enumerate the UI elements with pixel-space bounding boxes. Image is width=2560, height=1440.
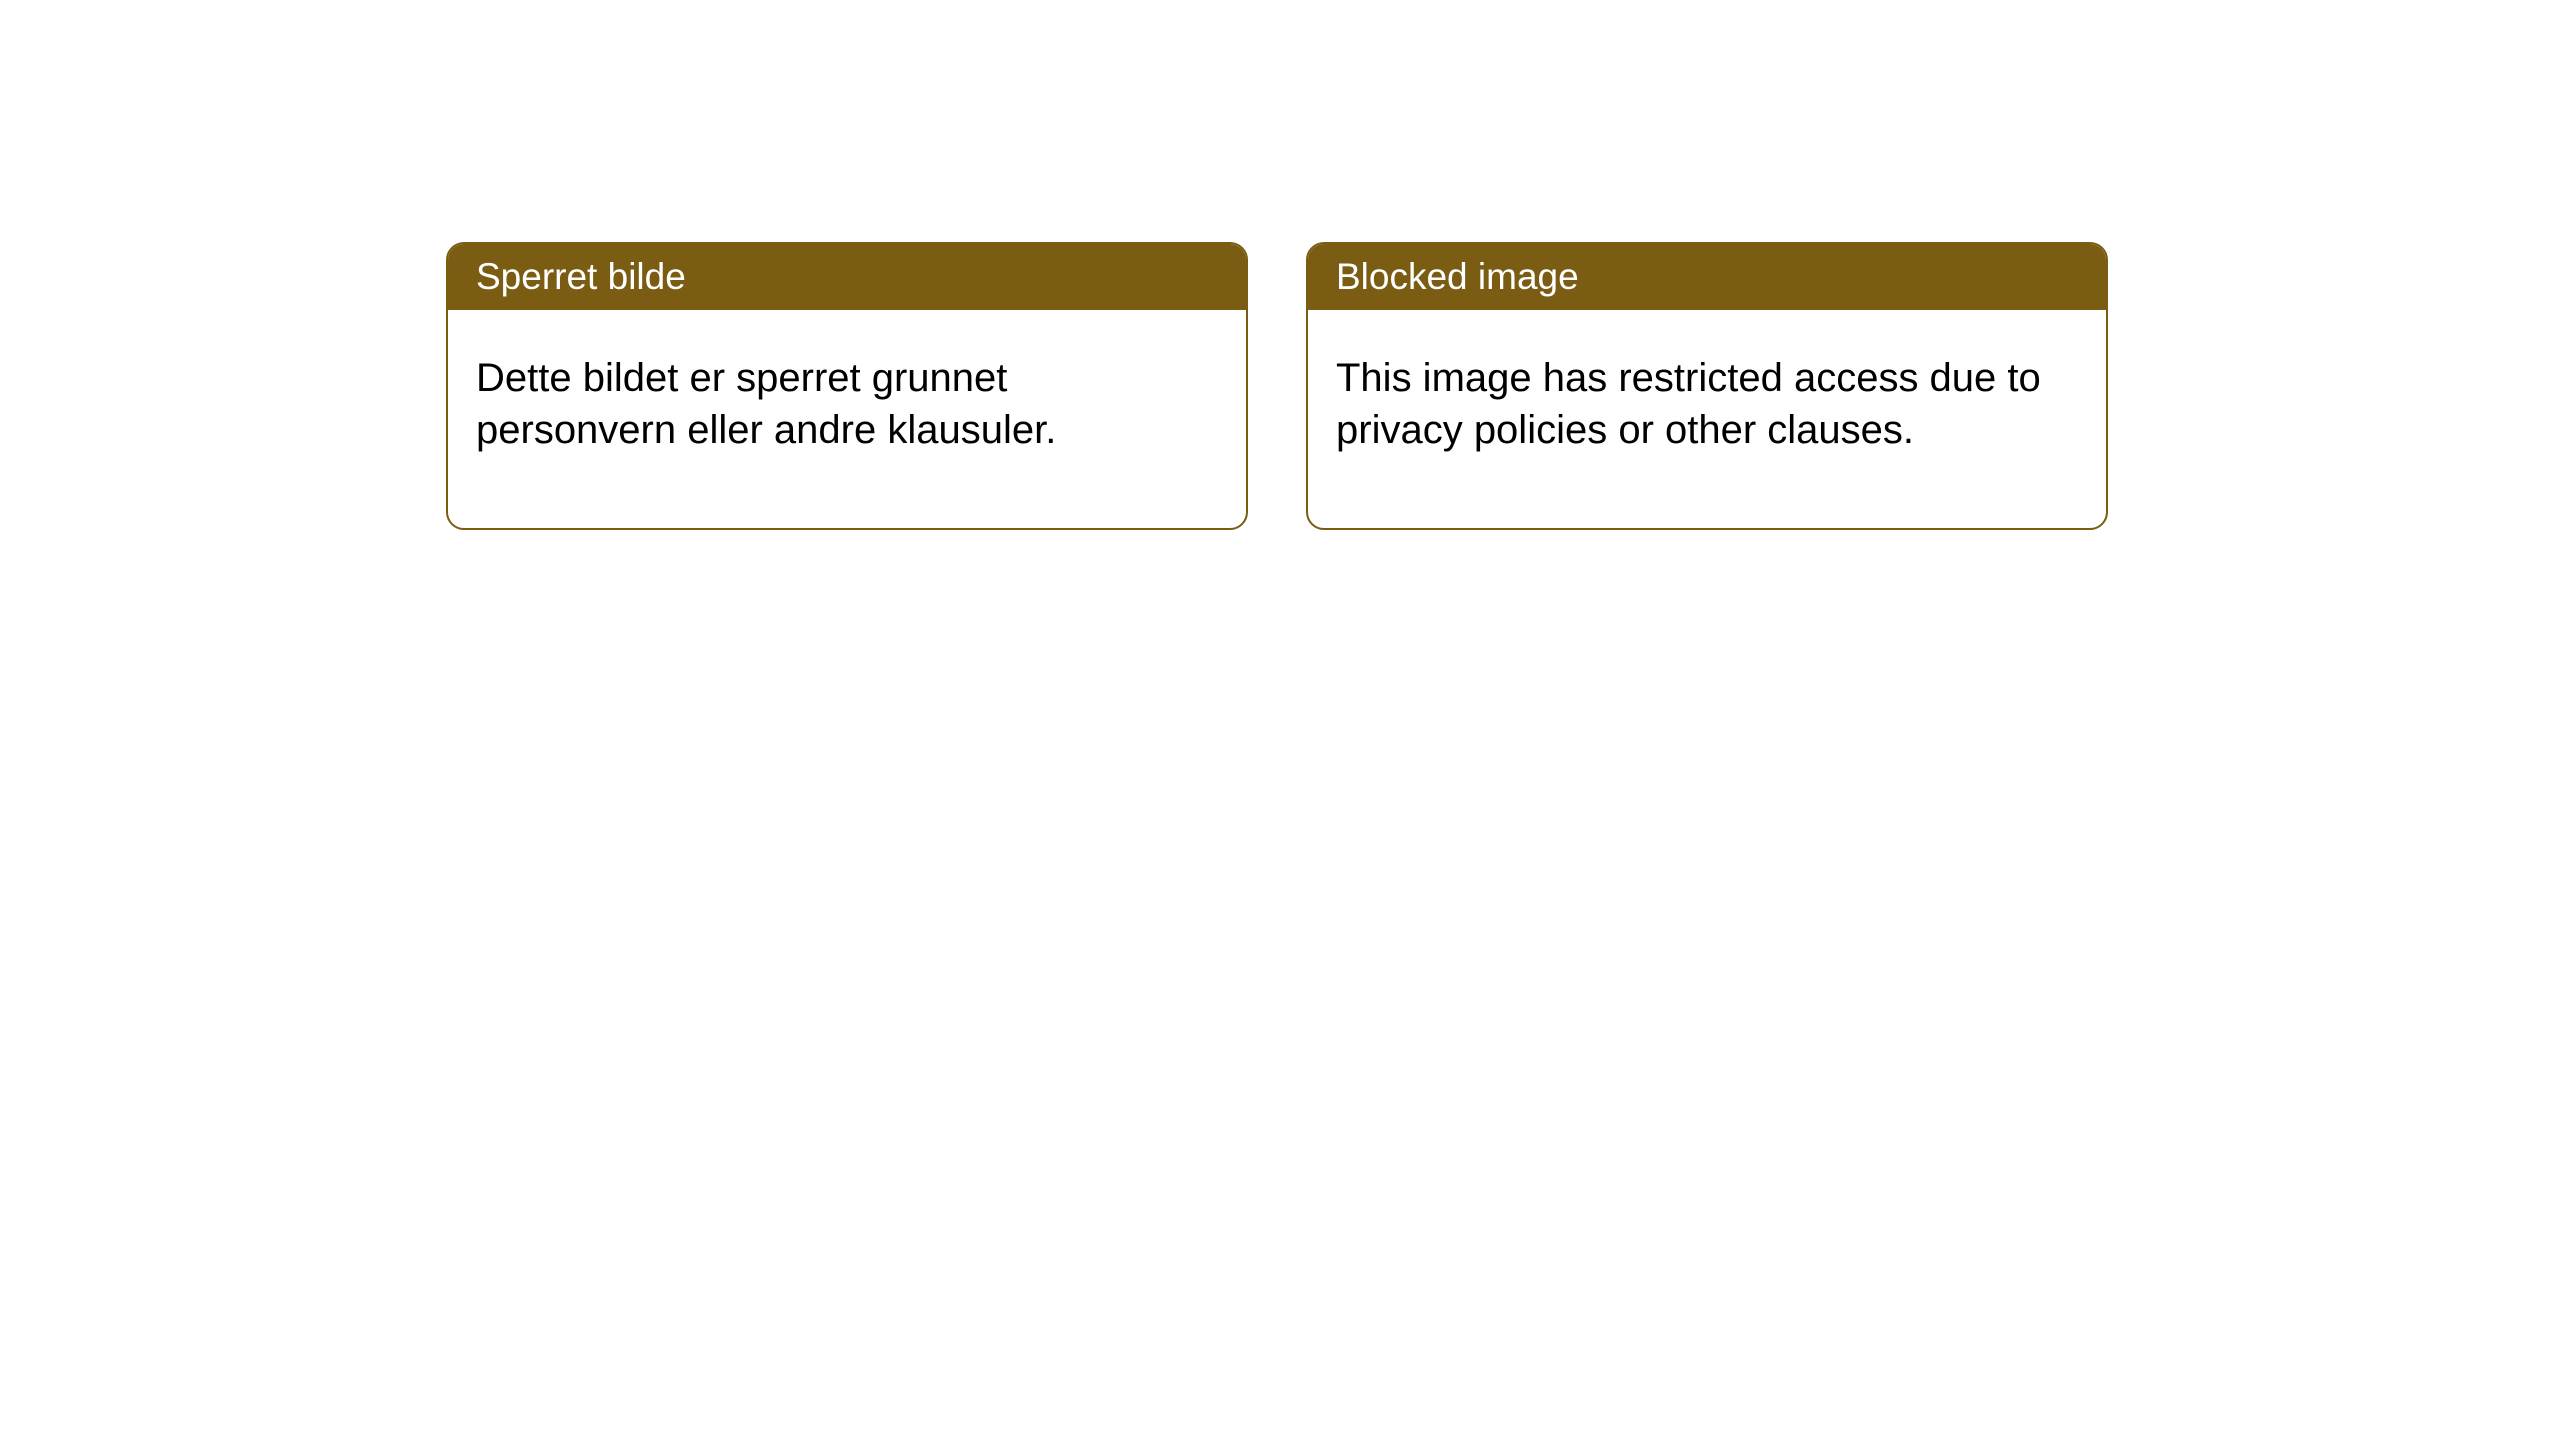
card-body-en: This image has restricted access due to …: [1308, 310, 2106, 528]
card-header-en: Blocked image: [1308, 244, 2106, 310]
blocked-image-card-no: Sperret bilde Dette bildet er sperret gr…: [446, 242, 1248, 530]
blocked-image-card-en: Blocked image This image has restricted …: [1306, 242, 2108, 530]
card-header-no: Sperret bilde: [448, 244, 1246, 310]
card-body-no: Dette bildet er sperret grunnet personve…: [448, 310, 1246, 528]
card-container: Sperret bilde Dette bildet er sperret gr…: [0, 0, 2560, 530]
